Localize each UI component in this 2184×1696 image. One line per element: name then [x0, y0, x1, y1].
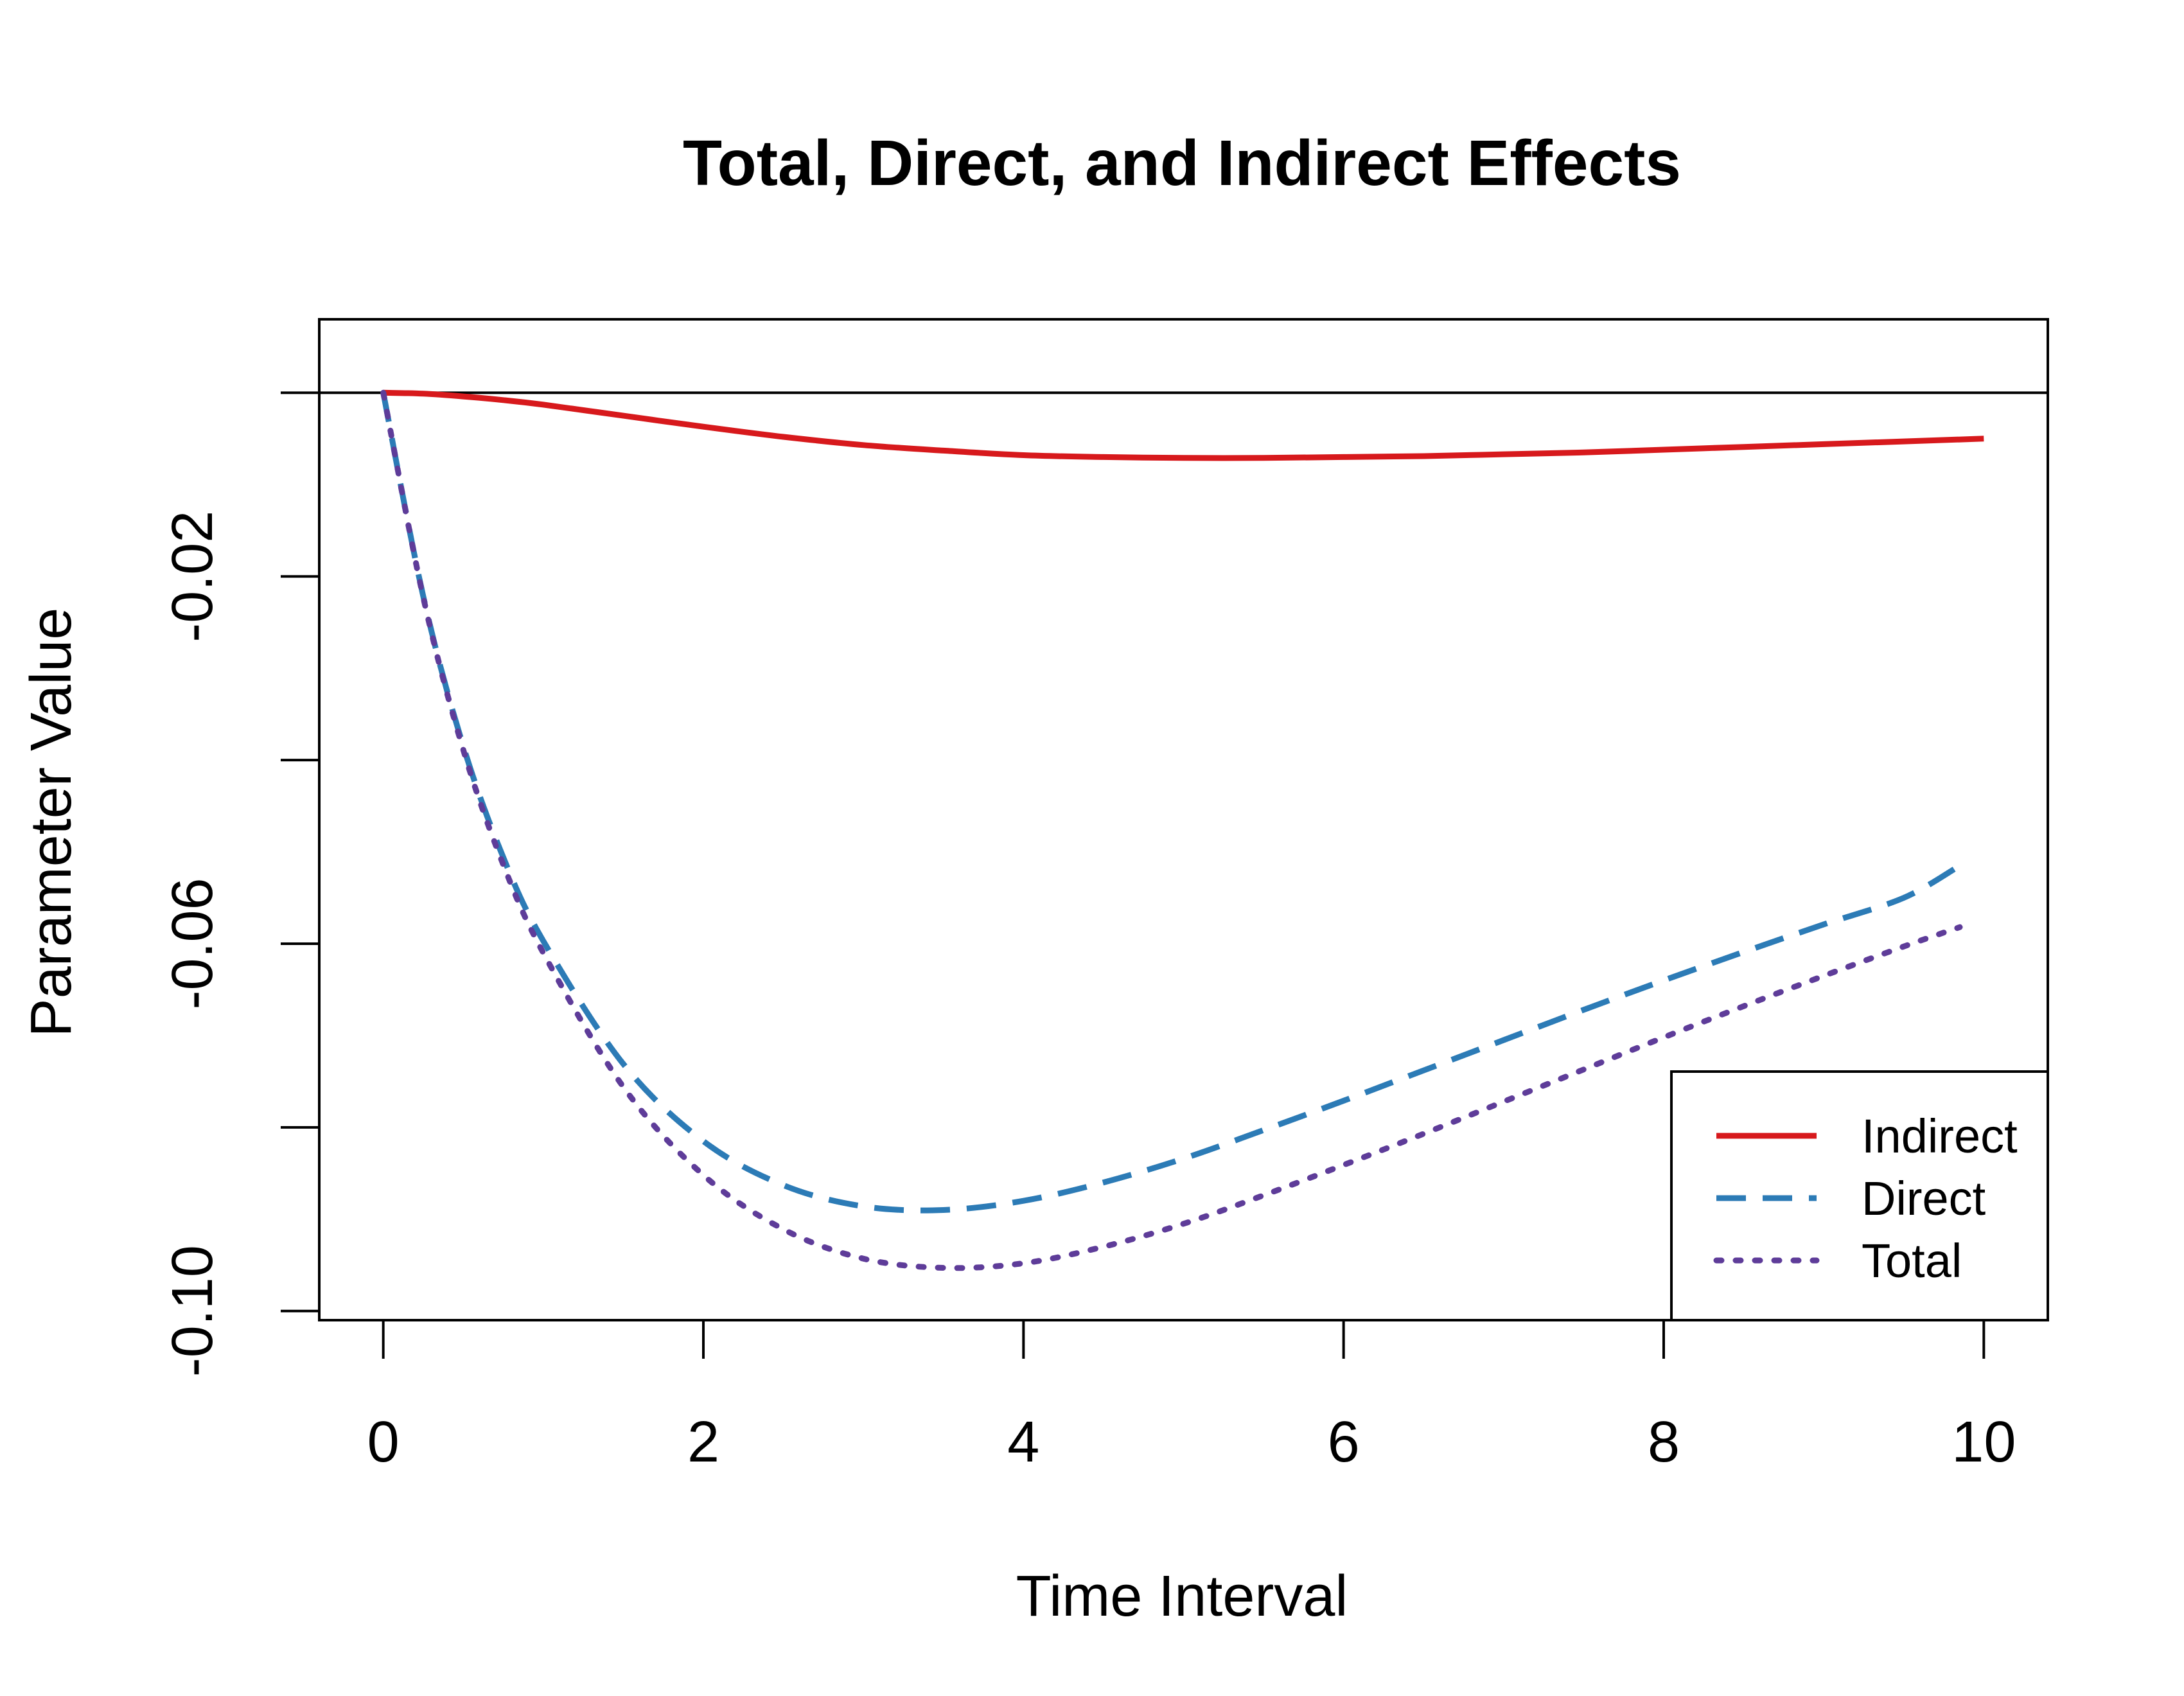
legend-label-direct: Direct — [1862, 1172, 1986, 1225]
series-line-total — [380, 389, 1963, 1271]
x-tick-label: 10 — [1951, 1410, 2016, 1474]
x-tick-label: 8 — [1648, 1410, 1680, 1474]
plot-area: 0 2 4 6 8 10 -0.02 -0.06 -0.10 Indirect Direct Tota… — [161, 318, 2049, 1474]
x-axis-label: Time Interval — [1016, 1564, 1348, 1629]
x-tick-label: 4 — [1007, 1410, 1039, 1474]
x-tick-label: 2 — [687, 1410, 719, 1474]
y-tick-label: -0.10 — [161, 1245, 225, 1377]
chart-title: Total, Direct, and Indirect Effects — [683, 127, 1681, 199]
y-tick-label: -0.06 — [161, 878, 225, 1009]
legend-label-total: Total — [1862, 1234, 1962, 1287]
legend-label-indirect: Indirect — [1862, 1109, 2018, 1163]
y-tick-label: -0.02 — [161, 511, 225, 642]
y-axis-label: Parameter Value — [19, 608, 84, 1038]
series-line-indirect — [383, 389, 1984, 461]
x-tick-label: 0 — [367, 1410, 400, 1474]
x-tick-label: 6 — [1328, 1410, 1360, 1474]
